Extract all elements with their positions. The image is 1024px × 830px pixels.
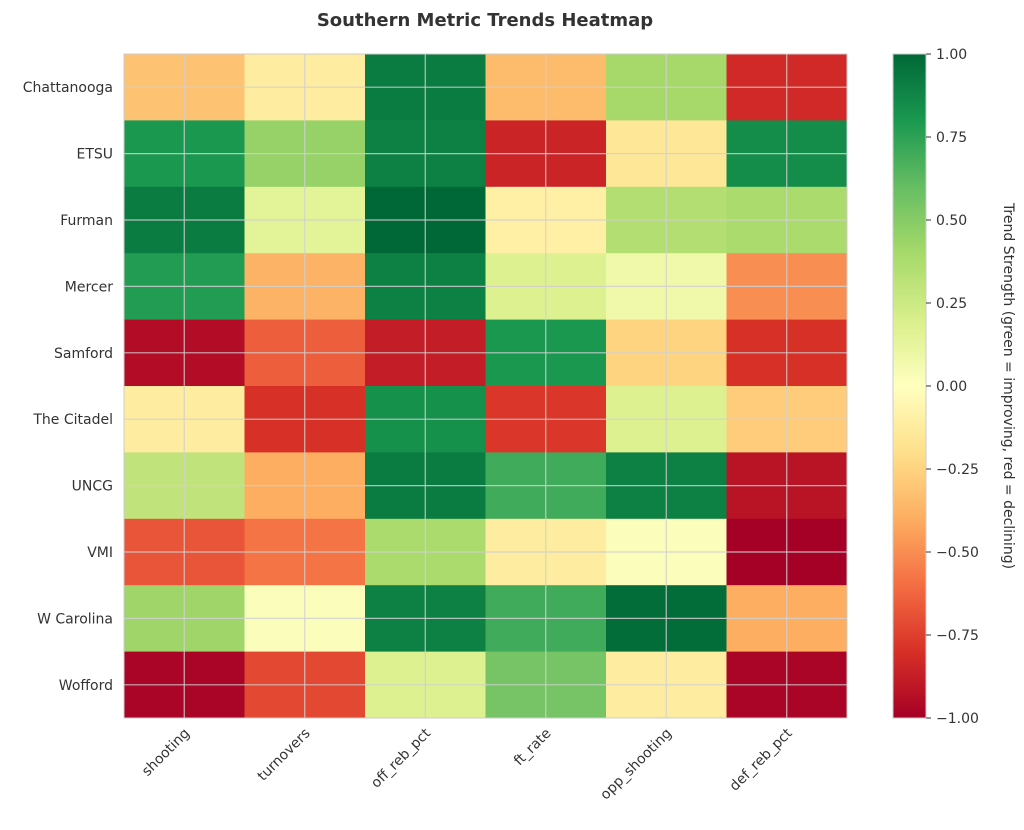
row-label: UNCG <box>72 479 113 495</box>
column-label: turnovers <box>255 726 314 785</box>
grid-lines <box>124 54 847 718</box>
column-label: off_reb_pct <box>368 725 434 791</box>
colorbar-tick-label: 0.25 <box>936 296 967 312</box>
colorbar-tick-label: −1.00 <box>936 711 979 727</box>
colorbar-tick-label: −0.25 <box>936 462 979 478</box>
column-label: ft_rate <box>511 726 555 770</box>
row-labels: Chattanooga ETSU Furman Mercer Samford The Ci… <box>23 80 113 694</box>
colorbar-tick-label: 0.75 <box>936 130 967 146</box>
row-label: VMI <box>87 545 113 561</box>
row-label: Wofford <box>59 678 113 694</box>
column-label: opp_shooting <box>597 726 675 804</box>
row-label: Samford <box>54 346 113 362</box>
column-labels: shooting turnovers off_reb_pct ft_rate opp_s… <box>139 725 796 803</box>
colorbar-tick-label: 1.00 <box>936 47 967 63</box>
colorbar-label: Trend Strength (green = improving, red =… <box>1000 202 1016 569</box>
row-label: Furman <box>60 213 113 229</box>
colorbar-tick-label: −0.75 <box>936 628 979 644</box>
colorbar-tick-label: 0.00 <box>936 379 967 395</box>
row-label: ETSU <box>76 147 113 163</box>
colorbar <box>892 53 927 719</box>
row-label: W Carolina <box>37 611 113 627</box>
colorbar-tick-label: −0.50 <box>936 545 979 561</box>
colorbar-ticks: 1.00 0.75 0.50 0.25 0.00 −0.25 −0.50 −0.75 −1.00 <box>926 47 979 727</box>
chart-title: Southern Metric Trends Heatmap <box>317 10 653 31</box>
colorbar-tick-label: 0.50 <box>936 213 967 229</box>
row-label: The Citadel <box>32 412 113 428</box>
row-label: Mercer <box>65 279 113 295</box>
plot-frame <box>123 53 848 719</box>
column-label: shooting <box>139 726 193 780</box>
column-label: def_reb_pct <box>727 725 796 794</box>
row-label: Chattanooga <box>23 80 113 96</box>
